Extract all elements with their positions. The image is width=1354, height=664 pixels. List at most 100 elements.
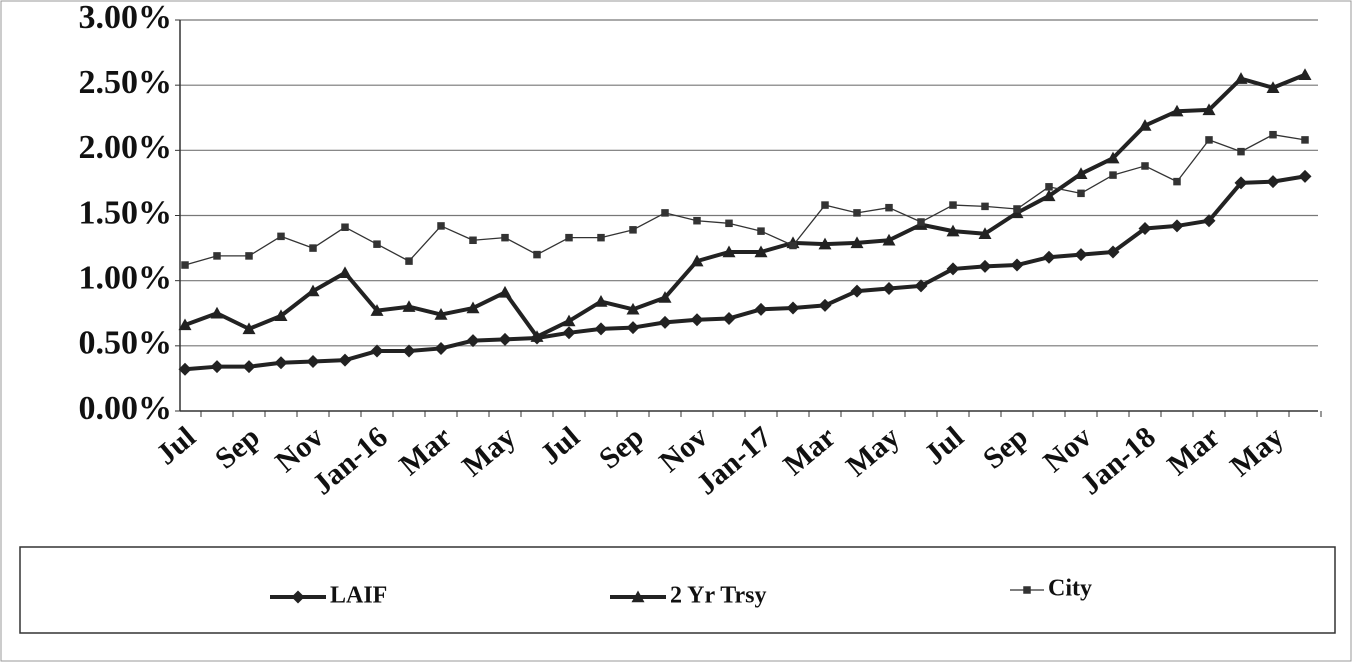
marker <box>818 237 832 250</box>
marker <box>370 304 384 316</box>
marker <box>631 590 645 603</box>
marker <box>1077 189 1085 198</box>
marker <box>882 233 896 246</box>
marker <box>565 233 573 242</box>
marker <box>277 232 285 241</box>
marker <box>562 326 576 340</box>
marker <box>789 241 797 250</box>
marker <box>341 223 349 231</box>
marker <box>1234 72 1248 84</box>
marker <box>693 216 701 225</box>
series-line <box>184 72 1306 339</box>
marker <box>498 285 512 298</box>
marker <box>1106 151 1120 164</box>
marker <box>850 284 864 298</box>
marker <box>466 301 480 314</box>
marker <box>338 266 352 279</box>
marker <box>210 306 224 319</box>
marker <box>370 344 384 358</box>
marker <box>437 222 445 230</box>
marker <box>850 236 864 249</box>
marker <box>1023 586 1031 594</box>
marker <box>1170 219 1184 233</box>
marker <box>291 590 305 604</box>
marker <box>213 252 221 260</box>
marker <box>978 259 992 273</box>
marker <box>722 311 736 325</box>
marker <box>981 202 989 211</box>
marker <box>1042 189 1056 202</box>
marker <box>242 360 256 374</box>
marker <box>914 279 928 293</box>
marker <box>818 298 832 312</box>
marker <box>469 236 477 245</box>
marker <box>1269 130 1277 139</box>
marker <box>786 301 800 315</box>
marker <box>1266 81 1280 93</box>
marker <box>946 224 960 237</box>
marker <box>373 240 381 248</box>
marker <box>309 244 317 252</box>
marker <box>1074 167 1088 179</box>
marker <box>725 219 733 228</box>
marker <box>658 291 672 303</box>
marker <box>882 281 896 295</box>
y-tick-label: 1.00% <box>79 259 173 296</box>
marker <box>1138 222 1152 236</box>
marker <box>821 201 829 209</box>
marker <box>754 245 768 258</box>
marker <box>210 360 224 374</box>
marker <box>1045 183 1053 191</box>
marker <box>1234 176 1248 190</box>
marker <box>402 344 416 358</box>
marker <box>722 245 736 258</box>
marker <box>946 262 960 276</box>
marker <box>1042 250 1056 264</box>
marker <box>274 356 288 370</box>
marker <box>434 308 448 320</box>
marker <box>1237 147 1245 156</box>
marker <box>757 227 765 235</box>
y-tick-label: 1.50% <box>79 194 173 231</box>
legend-label: City <box>1048 576 1092 602</box>
marker <box>917 218 925 226</box>
marker <box>1173 177 1181 186</box>
marker <box>661 209 669 217</box>
marker <box>498 332 512 346</box>
y-tick-label: 2.50% <box>79 64 173 101</box>
marker <box>1138 119 1152 131</box>
legend-label: LAIF <box>330 583 387 609</box>
marker <box>1202 214 1216 228</box>
marker <box>594 322 608 336</box>
marker <box>597 233 605 242</box>
y-tick-label: 0.50% <box>79 325 173 362</box>
marker <box>853 209 861 217</box>
marker <box>690 254 704 267</box>
marker <box>690 313 704 327</box>
marker <box>1074 248 1088 262</box>
marker <box>274 309 288 322</box>
marker <box>178 318 192 331</box>
marker <box>1266 175 1280 189</box>
marker <box>1013 205 1021 213</box>
marker <box>306 284 320 297</box>
marker <box>1202 103 1216 116</box>
marker <box>594 295 608 307</box>
marker <box>405 257 413 265</box>
series-line <box>184 174 1306 372</box>
marker <box>1010 258 1024 272</box>
y-tick-label: 2.00% <box>79 129 173 166</box>
marker <box>978 227 992 239</box>
marker <box>626 321 640 335</box>
marker <box>245 252 253 260</box>
marker <box>338 353 352 367</box>
marker <box>533 250 541 259</box>
series-line <box>184 134 1306 266</box>
marker <box>466 334 480 348</box>
marker <box>629 226 637 234</box>
marker <box>434 341 448 355</box>
marker <box>1109 171 1117 179</box>
marker <box>242 322 256 335</box>
marker <box>530 330 544 342</box>
